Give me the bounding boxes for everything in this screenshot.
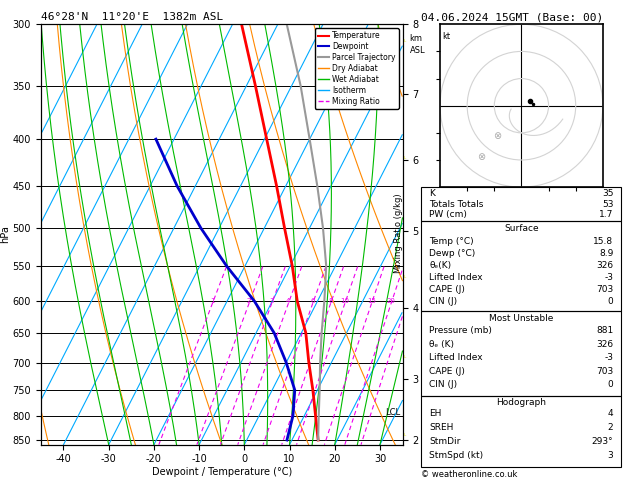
- Text: 0: 0: [608, 380, 613, 389]
- Text: 10: 10: [340, 298, 349, 304]
- Text: ASL: ASL: [409, 46, 425, 55]
- Text: CAPE (J): CAPE (J): [430, 366, 465, 376]
- Text: 0: 0: [608, 296, 613, 306]
- Text: 1.7: 1.7: [599, 210, 613, 219]
- Text: 35: 35: [602, 190, 613, 198]
- Text: 1: 1: [210, 298, 214, 304]
- Text: L: L: [403, 433, 406, 437]
- Text: 326: 326: [596, 340, 613, 349]
- Text: 20: 20: [386, 298, 395, 304]
- Text: θₑ (K): θₑ (K): [430, 340, 454, 349]
- X-axis label: Dewpoint / Temperature (°C): Dewpoint / Temperature (°C): [152, 467, 292, 477]
- Text: L: L: [403, 39, 406, 43]
- Text: StmDir: StmDir: [430, 436, 461, 446]
- Text: 6: 6: [310, 298, 314, 304]
- Text: ⊗: ⊗: [493, 131, 501, 140]
- Y-axis label: hPa: hPa: [0, 226, 10, 243]
- Text: 2: 2: [608, 423, 613, 432]
- Text: Surface: Surface: [504, 224, 539, 233]
- Text: Most Unstable: Most Unstable: [489, 313, 554, 323]
- Text: LCL: LCL: [385, 408, 400, 417]
- Text: L: L: [403, 156, 406, 160]
- Text: 8: 8: [328, 298, 333, 304]
- Text: ⊗: ⊗: [477, 152, 485, 162]
- Text: Lifted Index: Lifted Index: [430, 353, 483, 362]
- Text: 703: 703: [596, 366, 613, 376]
- Text: θₑ(K): θₑ(K): [430, 261, 452, 270]
- Text: 326: 326: [596, 261, 613, 270]
- Text: kt: kt: [443, 33, 451, 41]
- Text: Temp (°C): Temp (°C): [430, 237, 474, 246]
- Text: CIN (J): CIN (J): [430, 296, 457, 306]
- Text: -3: -3: [604, 353, 613, 362]
- Text: PW (cm): PW (cm): [430, 210, 467, 219]
- Text: 4: 4: [608, 409, 613, 418]
- Text: km: km: [409, 34, 423, 43]
- Text: 15.8: 15.8: [593, 237, 613, 246]
- Text: Hodograph: Hodograph: [496, 398, 547, 407]
- Text: 293°: 293°: [592, 436, 613, 446]
- Text: SREH: SREH: [430, 423, 454, 432]
- Text: 703: 703: [596, 285, 613, 294]
- Text: 4: 4: [286, 298, 290, 304]
- Text: CIN (J): CIN (J): [430, 380, 457, 389]
- Text: 2: 2: [247, 298, 251, 304]
- Text: Totals Totals: Totals Totals: [430, 200, 484, 208]
- Text: 3: 3: [608, 451, 613, 460]
- Text: Pressure (mb): Pressure (mb): [430, 327, 493, 335]
- Legend: Temperature, Dewpoint, Parcel Trajectory, Dry Adiabat, Wet Adiabat, Isotherm, Mi: Temperature, Dewpoint, Parcel Trajectory…: [314, 28, 399, 109]
- Text: StmSpd (kt): StmSpd (kt): [430, 451, 484, 460]
- Text: 46°28'N  11°20'E  1382m ASL: 46°28'N 11°20'E 1382m ASL: [41, 12, 223, 22]
- Text: Lifted Index: Lifted Index: [430, 273, 483, 282]
- Text: -3: -3: [604, 273, 613, 282]
- Text: 3: 3: [269, 298, 274, 304]
- Text: K: K: [430, 190, 435, 198]
- Text: 881: 881: [596, 327, 613, 335]
- Text: L: L: [403, 355, 406, 359]
- Text: 53: 53: [602, 200, 613, 208]
- Text: Mixing Ratio (g/kg): Mixing Ratio (g/kg): [394, 193, 403, 273]
- Text: 8.9: 8.9: [599, 249, 613, 258]
- Text: L: L: [403, 275, 406, 279]
- Text: © weatheronline.co.uk: © weatheronline.co.uk: [421, 469, 518, 479]
- Text: EH: EH: [430, 409, 442, 418]
- Text: 04.06.2024 15GMT (Base: 00): 04.06.2024 15GMT (Base: 00): [421, 12, 604, 22]
- Text: CAPE (J): CAPE (J): [430, 285, 465, 294]
- Text: Dewp (°C): Dewp (°C): [430, 249, 476, 258]
- Text: 15: 15: [367, 298, 376, 304]
